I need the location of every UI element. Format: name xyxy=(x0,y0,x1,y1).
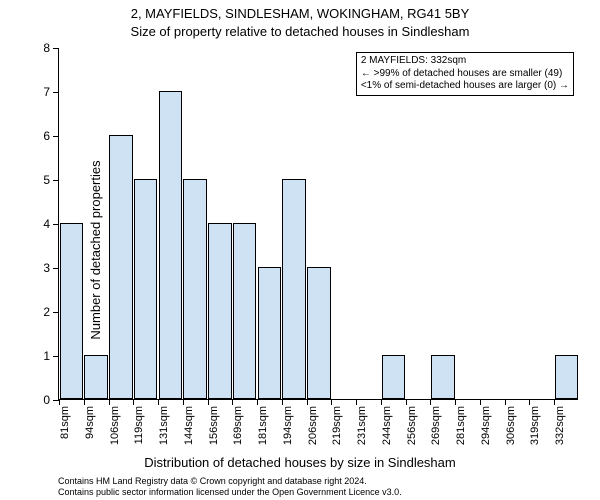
annotation-line3: <1% of semi-detached houses are larger (… xyxy=(361,80,569,93)
x-tick xyxy=(430,399,431,405)
bar xyxy=(84,355,108,399)
x-tick-label: 256sqm xyxy=(406,406,418,445)
annotation-line2: ← >99% of detached houses are smaller (4… xyxy=(361,68,569,81)
x-axis-label: Distribution of detached houses by size … xyxy=(0,455,600,470)
x-tick-label: 169sqm xyxy=(232,406,244,445)
x-tick-label: 119sqm xyxy=(133,406,145,444)
x-tick xyxy=(455,399,456,405)
x-tick-label: 244sqm xyxy=(381,406,393,445)
y-tick-label: 8 xyxy=(43,41,50,55)
x-tick-label: 144sqm xyxy=(183,406,195,445)
footer-line2: Contains public sector information licen… xyxy=(58,487,402,497)
y-tick-label: 5 xyxy=(43,173,50,187)
x-tick xyxy=(529,399,530,405)
x-tick xyxy=(331,399,332,405)
x-tick xyxy=(232,399,233,405)
x-tick-label: 194sqm xyxy=(282,406,294,445)
annotation-box: 2 MAYFIELDS: 332sqm ← >99% of detached h… xyxy=(356,52,574,96)
annotation-line1: 2 MAYFIELDS: 332sqm xyxy=(361,55,569,68)
chart-title-line1: 2, MAYFIELDS, SINDLESHAM, WOKINGHAM, RG4… xyxy=(0,6,600,21)
x-tick-label: 131sqm xyxy=(158,406,170,445)
x-tick xyxy=(133,399,134,405)
x-tick-label: 294sqm xyxy=(480,406,492,445)
bar xyxy=(382,355,406,399)
x-tick-label: 206sqm xyxy=(307,406,319,445)
bar xyxy=(109,135,133,399)
bar xyxy=(208,223,232,399)
y-tick-label: 2 xyxy=(43,305,50,319)
y-tick-label: 0 xyxy=(43,393,50,407)
x-tick xyxy=(356,399,357,405)
x-tick-label: 281sqm xyxy=(455,406,467,445)
x-tick xyxy=(208,399,209,405)
y-tick xyxy=(53,92,59,93)
bar xyxy=(134,179,158,399)
x-tick xyxy=(257,399,258,405)
y-tick xyxy=(53,312,59,313)
y-tick-label: 7 xyxy=(43,85,50,99)
bar xyxy=(258,267,282,399)
x-tick xyxy=(183,399,184,405)
x-tick-label: 181sqm xyxy=(257,406,269,445)
y-tick-label: 1 xyxy=(43,349,50,363)
bar xyxy=(60,223,84,399)
x-tick xyxy=(84,399,85,405)
chart-container: 2, MAYFIELDS, SINDLESHAM, WOKINGHAM, RG4… xyxy=(0,0,600,500)
y-tick xyxy=(53,356,59,357)
bar xyxy=(555,355,579,399)
x-tick xyxy=(59,399,60,405)
x-tick xyxy=(381,399,382,405)
x-tick-label: 231sqm xyxy=(356,406,368,445)
bar xyxy=(159,91,183,399)
bar xyxy=(183,179,207,399)
x-tick xyxy=(554,399,555,405)
x-tick-label: 81sqm xyxy=(59,406,71,439)
bar xyxy=(307,267,331,399)
x-tick xyxy=(307,399,308,405)
x-tick-label: 319sqm xyxy=(529,406,541,445)
bar xyxy=(431,355,455,399)
y-tick xyxy=(53,136,59,137)
x-tick-label: 269sqm xyxy=(430,406,442,445)
y-tick xyxy=(53,224,59,225)
plot-area: 2 MAYFIELDS: 332sqm ← >99% of detached h… xyxy=(58,48,578,400)
bar xyxy=(233,223,257,399)
x-tick-label: 106sqm xyxy=(109,406,121,445)
x-tick-label: 332sqm xyxy=(554,406,566,445)
y-tick xyxy=(53,268,59,269)
footer-line1: Contains HM Land Registry data © Crown c… xyxy=(58,476,367,486)
x-tick xyxy=(158,399,159,405)
x-tick-label: 219sqm xyxy=(331,406,343,445)
x-tick xyxy=(505,399,506,405)
y-tick xyxy=(53,180,59,181)
x-tick xyxy=(109,399,110,405)
chart-title-line2: Size of property relative to detached ho… xyxy=(0,24,600,39)
y-tick-label: 4 xyxy=(43,217,50,231)
x-tick-label: 306sqm xyxy=(505,406,517,445)
y-tick-label: 6 xyxy=(43,129,50,143)
x-tick xyxy=(480,399,481,405)
x-tick xyxy=(406,399,407,405)
y-tick-label: 3 xyxy=(43,261,50,275)
y-tick xyxy=(53,48,59,49)
bar xyxy=(282,179,306,399)
x-tick xyxy=(282,399,283,405)
x-tick-label: 94sqm xyxy=(84,406,96,439)
x-tick-label: 156sqm xyxy=(208,406,220,445)
